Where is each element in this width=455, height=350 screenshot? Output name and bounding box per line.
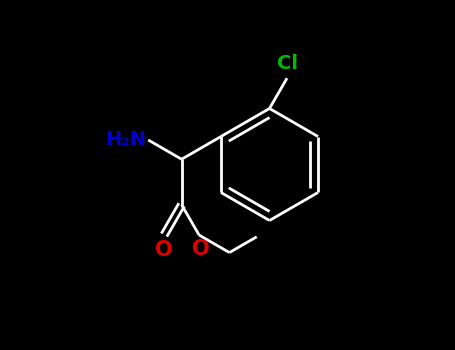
Text: Cl: Cl: [277, 54, 298, 73]
Text: H₂N: H₂N: [106, 131, 147, 149]
Text: O: O: [192, 239, 210, 259]
Text: O: O: [155, 240, 173, 260]
